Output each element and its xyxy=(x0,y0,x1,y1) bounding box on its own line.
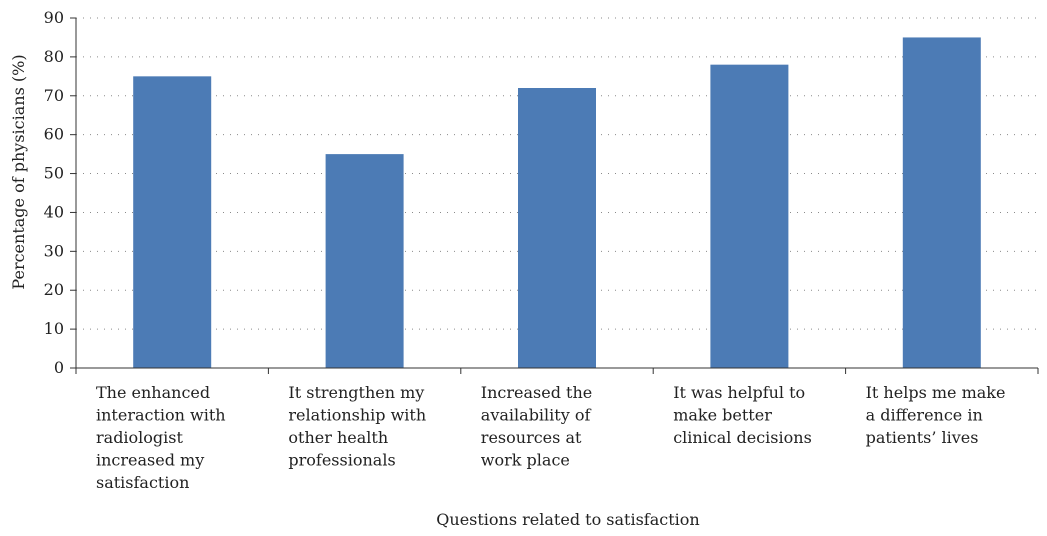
bar xyxy=(518,88,596,368)
category-label-line: It was helpful to xyxy=(673,383,805,402)
y-tick-labels: 0 10 20 30 40 50 60 70 80 90 xyxy=(44,8,64,377)
category-label-line: work place xyxy=(481,451,570,470)
category-label: It was helpful to make better clinical dec… xyxy=(673,383,812,447)
category-label: It strengthen my relationship with other h… xyxy=(288,383,426,470)
x-axis-title: Questions related to satisfaction xyxy=(436,510,699,529)
axes xyxy=(70,17,1039,374)
y-tick-label: 30 xyxy=(44,241,64,260)
y-tick-label: 80 xyxy=(44,47,64,66)
category-label-line: clinical decisions xyxy=(673,428,812,447)
category-label-line: a difference in xyxy=(866,406,983,425)
y-tick-label: 40 xyxy=(44,202,64,221)
category-label-line: make better xyxy=(673,406,772,425)
category-label-line: resources at xyxy=(481,428,582,447)
category-label-line: availability of xyxy=(481,406,592,425)
y-tick-label: 20 xyxy=(44,280,64,299)
bar xyxy=(902,37,981,368)
category-label-line: It helps me make xyxy=(866,383,1006,402)
y-tick-label: 50 xyxy=(44,164,64,183)
y-tick-label: 60 xyxy=(44,125,64,144)
category-label-line: increased my xyxy=(96,451,204,470)
bar xyxy=(325,154,404,368)
category-label-line: other health xyxy=(288,428,388,447)
category-label: It helps me make a difference in patients’… xyxy=(866,383,1006,447)
bar xyxy=(133,76,212,368)
category-label-line: relationship with xyxy=(288,406,426,425)
y-tick-label: 90 xyxy=(44,8,64,27)
category-label-line: The enhanced xyxy=(96,383,210,402)
category-label: Increased the availability of resources at… xyxy=(481,383,592,470)
bar xyxy=(710,64,789,369)
category-label: The enhanced interaction with radiologist i… xyxy=(96,383,226,492)
y-tick-label: 70 xyxy=(44,86,64,105)
category-label-line: satisfaction xyxy=(96,473,189,492)
category-labels: The enhanced interaction with radiologist i… xyxy=(96,383,1005,492)
category-label-line: interaction with xyxy=(96,406,226,425)
category-label-line: It strengthen my xyxy=(288,383,424,402)
category-label-line: professionals xyxy=(288,451,395,470)
y-axis-title: Percentage of physicians (%) xyxy=(9,54,28,289)
y-tick-label: 0 xyxy=(54,358,64,377)
category-label-line: radiologist xyxy=(96,428,184,447)
category-label-line: patients’ lives xyxy=(866,428,979,447)
y-tick-label: 10 xyxy=(44,319,64,338)
bars xyxy=(133,37,981,369)
category-label-line: Increased the xyxy=(481,383,592,402)
